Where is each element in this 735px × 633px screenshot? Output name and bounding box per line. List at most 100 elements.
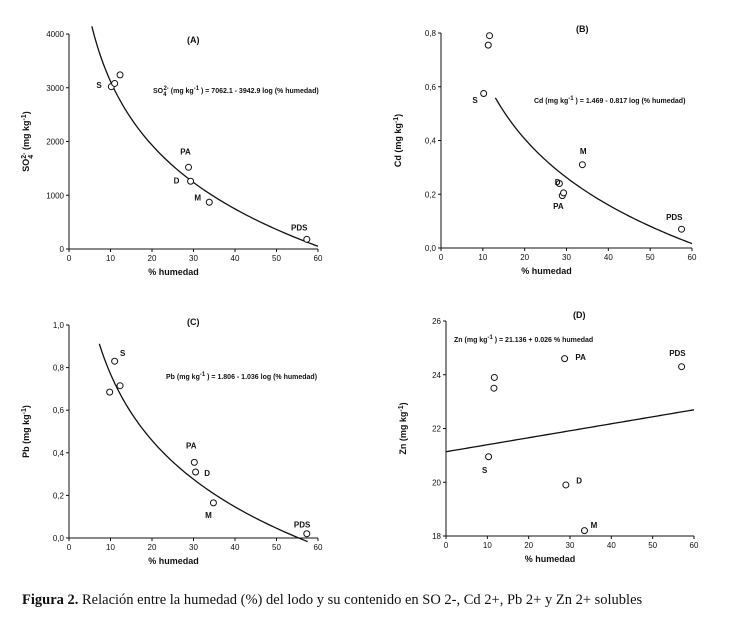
- chart-panel-0: 0 10 20 30 40 50 60 0 1000 2000 3000 4000 % humedad S…: [21, 26, 323, 277]
- x-tick-label: 20: [520, 253, 529, 262]
- data-point: [562, 481, 570, 489]
- point-label: M: [591, 521, 598, 530]
- x-tick-label: 50: [648, 541, 657, 550]
- y-tick-label: 0,0: [425, 244, 437, 253]
- x-tick-label: 20: [524, 541, 533, 550]
- data-point: [678, 363, 686, 371]
- point-label: PDS: [669, 349, 686, 358]
- data-point: [192, 468, 200, 476]
- x-tick-label: 60: [314, 543, 323, 552]
- figure-caption: Figura 2. Relación entre la humedad (%) …: [22, 592, 732, 609]
- panel-label: (A): [187, 35, 200, 45]
- regression-equation: SO42- (mg kg-1 ) = 7062.1 - 3942.9 log (…: [153, 86, 319, 98]
- caption-text: Relación entre la humedad (%) del lodo y…: [82, 592, 643, 608]
- x-tick-label: 40: [231, 254, 240, 263]
- data-point: [116, 382, 124, 390]
- x-tick-label: 40: [607, 541, 616, 550]
- y-tick-label: 1,0: [53, 321, 65, 330]
- point-label: PA: [575, 353, 586, 362]
- x-tick-label: 10: [106, 543, 115, 552]
- fit-curve: [98, 343, 308, 543]
- point-label: PDS: [666, 213, 683, 222]
- y-tick-label: 18: [432, 532, 441, 541]
- point-label: PA: [553, 202, 564, 211]
- x-tick-label: 30: [566, 541, 575, 550]
- x-tick-label: 30: [189, 543, 198, 552]
- point-label: S: [120, 349, 126, 358]
- data-point: [490, 373, 498, 381]
- y-axis-label: Zn (mg kg-1): [398, 402, 409, 454]
- y-axis-label: Cd (mg kg-1): [393, 114, 404, 167]
- y-tick-label: 0: [60, 245, 65, 254]
- point-label: PA: [180, 147, 191, 156]
- regression-equation: Cd (mg kg-1 ) = 1.469 - 0.817 log (% hum…: [534, 96, 685, 105]
- x-tick-label: 50: [272, 543, 281, 552]
- data-point: [480, 89, 488, 97]
- x-tick-label: 20: [148, 254, 157, 263]
- y-tick-label: 0,8: [53, 364, 65, 373]
- y-tick-label: 0,8: [425, 29, 437, 38]
- y-tick-label: 0,6: [425, 83, 437, 92]
- x-tick-label: 20: [148, 543, 157, 552]
- point-label: D: [174, 176, 180, 185]
- point-label: PDS: [294, 520, 311, 529]
- y-tick-label: 0,6: [53, 406, 65, 415]
- x-axis-label: % humedad: [521, 266, 572, 276]
- y-tick-label: 4000: [46, 30, 64, 39]
- y-tick-label: 0,4: [425, 137, 437, 146]
- data-point: [111, 79, 119, 87]
- point-label: S: [96, 81, 102, 90]
- panel-label: (D): [573, 310, 586, 320]
- y-tick-label: 2000: [46, 138, 64, 147]
- point-label: PDS: [291, 224, 308, 233]
- chart-panel-2: 0 10 20 30 40 50 60 0,0 0,2 0,4 0,6 0,8 1,0 % humedad…: [21, 317, 323, 566]
- x-tick-label: 40: [604, 253, 613, 262]
- data-point: [209, 499, 217, 507]
- x-tick-label: 10: [483, 541, 492, 550]
- x-tick-label: 0: [444, 541, 449, 550]
- y-tick-label: 20: [432, 478, 441, 487]
- data-point: [485, 453, 493, 461]
- point-label: M: [205, 511, 212, 520]
- x-tick-label: 30: [189, 254, 198, 263]
- point-label: D: [555, 178, 561, 187]
- x-axis-label: % humedad: [148, 556, 199, 566]
- data-point: [187, 177, 195, 185]
- y-tick-label: 0,2: [425, 190, 437, 199]
- x-tick-label: 60: [690, 541, 699, 550]
- chart-panel-1: 0 10 20 30 40 50 60 0,0 0,2 0,4 0,6 0,8 % humedad Cd …: [393, 24, 697, 276]
- x-tick-label: 0: [439, 253, 444, 262]
- y-tick-label: 22: [432, 425, 441, 434]
- panel-label: (B): [576, 24, 589, 34]
- x-tick-label: 60: [314, 254, 323, 263]
- x-tick-label: 50: [646, 253, 655, 262]
- x-tick-label: 50: [272, 254, 281, 263]
- point-label: D: [204, 469, 210, 478]
- data-point: [205, 198, 213, 206]
- chart-panel-3: 0 10 20 30 40 50 60 18 20 22 24 26 % humedad Zn (mg k…: [398, 310, 699, 564]
- y-tick-label: 24: [432, 371, 441, 380]
- y-tick-label: 3000: [46, 84, 64, 93]
- y-tick-label: 0,2: [53, 491, 65, 500]
- point-label: S: [482, 466, 488, 475]
- y-axis-label: SO42- (mg kg-1): [21, 111, 35, 171]
- x-tick-label: 0: [67, 543, 72, 552]
- fit-curve: [91, 26, 319, 247]
- x-axis-label: % humedad: [525, 554, 576, 564]
- data-point: [111, 357, 119, 365]
- panel-label: (C): [187, 317, 200, 327]
- data-point: [678, 225, 686, 233]
- fit-curve: [494, 97, 693, 245]
- y-tick-label: 1000: [46, 191, 64, 200]
- data-point: [555, 180, 563, 187]
- data-point: [490, 384, 498, 392]
- regression-equation: Zn (mg kg-1 ) = 21.136 + 0.026 % humedad: [454, 335, 593, 344]
- point-label: S: [472, 96, 478, 105]
- data-point: [116, 71, 124, 79]
- x-tick-label: 30: [562, 253, 571, 262]
- fit-curve: [445, 409, 695, 453]
- data-point: [185, 163, 193, 171]
- x-tick-label: 10: [106, 254, 115, 263]
- data-point: [106, 388, 114, 396]
